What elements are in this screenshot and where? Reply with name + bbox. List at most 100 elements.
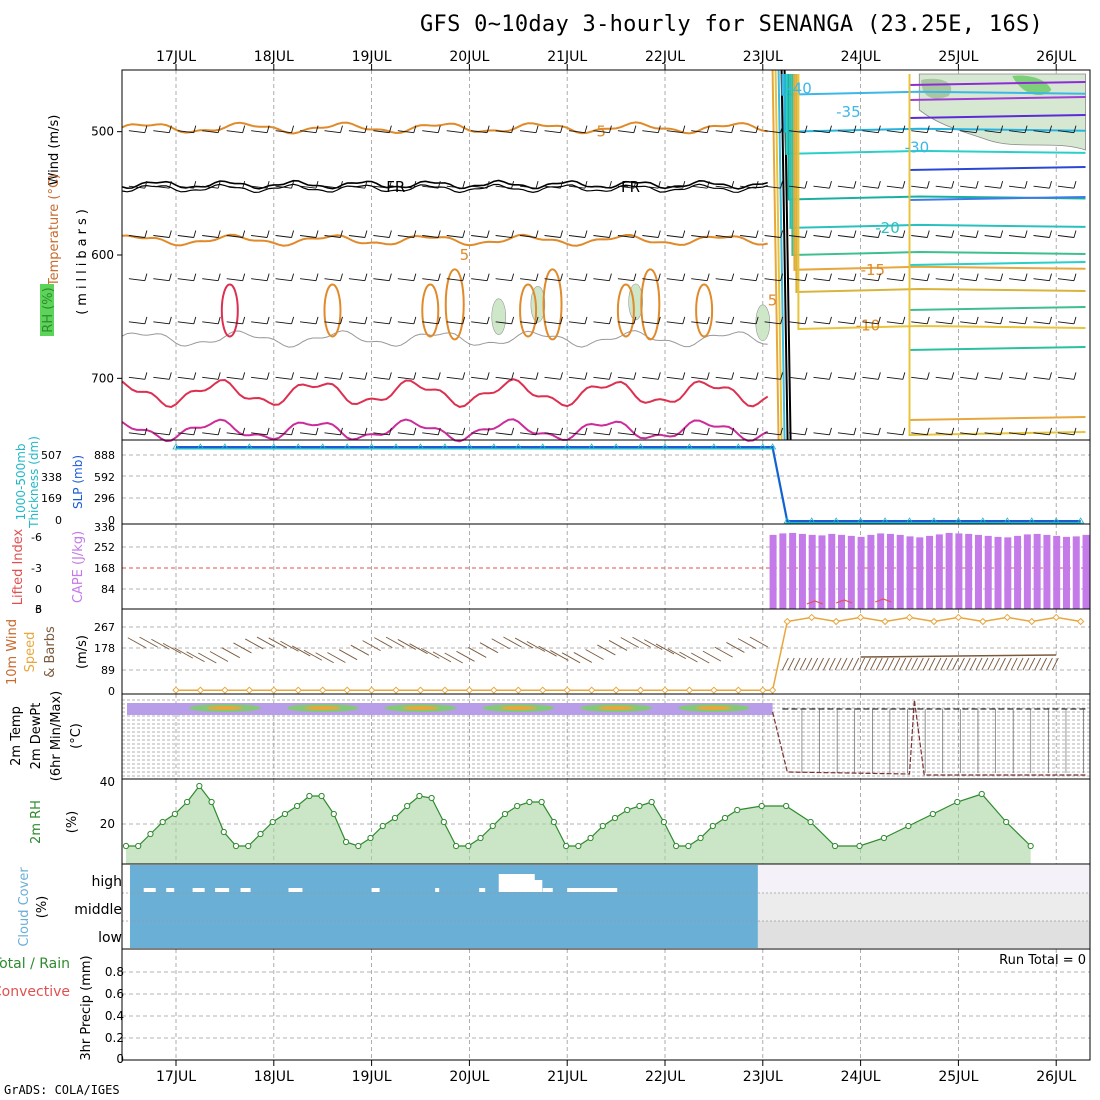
rh-shade [491, 298, 507, 335]
surface-wind-barb [151, 638, 170, 650]
warm-contour-loop [220, 283, 239, 338]
wind-barb [886, 321, 903, 325]
wind-barb [226, 185, 243, 189]
rh-marker [1003, 818, 1010, 826]
rh-marker [135, 842, 142, 850]
wind-barb-flag [266, 125, 270, 133]
warm-contour-loop [640, 268, 661, 341]
wind-barb-flag [1000, 230, 1004, 238]
wind-barb-flag [364, 181, 368, 189]
wind-barb-flag [144, 181, 148, 189]
wind-barb-flag [853, 181, 857, 189]
warm-contour-loop [542, 268, 563, 341]
freezing-line [121, 179, 768, 190]
surface-wind-barb [916, 657, 924, 671]
slp-line [176, 446, 1081, 522]
wind-barb-flag [1073, 181, 1077, 189]
wind-barb [202, 278, 219, 282]
rh-marker [599, 822, 606, 830]
surface-wind-barb [327, 652, 346, 663]
contour-label: 5 [768, 292, 778, 310]
wind-speed-marker [343, 686, 351, 694]
wind-barb [764, 376, 781, 380]
slp-tick: 592 [94, 471, 115, 484]
cape-bar [1062, 536, 1070, 609]
wind-barb [226, 432, 243, 436]
wind-barb [764, 235, 781, 238]
wind-barb [593, 130, 610, 134]
surface-wind-barb [1051, 657, 1059, 671]
rh-marker [611, 814, 619, 822]
wind-barb [202, 432, 219, 436]
wind-barb [666, 376, 683, 380]
wind-barb-flag [829, 181, 832, 189]
wind-barb-flag [608, 273, 612, 281]
wind-barb [471, 130, 488, 134]
top-date-label: 23JUL [743, 49, 783, 65]
wind-barb-flag [926, 427, 930, 435]
thickness-tick: 338 [41, 471, 62, 484]
wind-barb [642, 376, 659, 380]
wind-barb [984, 321, 1001, 325]
wind-barb-flag [608, 372, 612, 380]
temp-contour-5 [121, 121, 768, 135]
wind-barb [1057, 130, 1075, 134]
surface-wind-barb [726, 642, 745, 653]
ua-ytick-label: 700 [91, 371, 114, 385]
wind-barb [202, 376, 219, 380]
wind-barb-flag [951, 230, 955, 238]
wind-barb [324, 432, 341, 436]
slp-marker [441, 443, 449, 450]
wind-speed-marker [710, 686, 718, 694]
wind-barb [251, 130, 268, 134]
wind-barb-flag [266, 427, 270, 435]
wind-barb [1009, 321, 1026, 325]
wind-barb [446, 235, 463, 238]
wind-barb [324, 185, 341, 189]
wind-speed-marker [856, 613, 865, 622]
slp-marker [930, 517, 938, 524]
surface-wind-barb [899, 657, 907, 671]
wind-speed-marker [954, 613, 963, 622]
wind-barb-flag [804, 427, 808, 435]
wind-barb-flag [608, 316, 612, 324]
surface-wind-barb [198, 652, 217, 664]
wind-speed-marker [514, 686, 523, 694]
wind-barb [128, 376, 145, 380]
rh-marker [196, 782, 203, 790]
wind-barb [251, 278, 268, 282]
wind-speed-marker [905, 613, 914, 622]
wind-barb [788, 278, 806, 282]
surface-wind-barb [875, 657, 883, 671]
wind-barb-flag [902, 181, 906, 189]
contour-label: -10 [856, 316, 881, 334]
wind-barb-flag [437, 181, 441, 189]
wind-barb-flag [388, 427, 392, 435]
wind-barb [617, 321, 634, 325]
stability-frame [121, 523, 1091, 610]
wind-barb-flag [437, 316, 441, 324]
rh-marker [709, 822, 716, 830]
wind-barb [324, 321, 341, 325]
wind-barb-flag [535, 372, 539, 380]
surface-wind-barb [679, 651, 698, 663]
wind-frame [121, 608, 1091, 695]
cape-bar [935, 534, 943, 609]
wind-barb [202, 130, 219, 134]
wind-barb [397, 130, 414, 134]
surface-wind-barb [811, 657, 819, 671]
wind-barb [862, 376, 879, 380]
wind-barb-flag [1049, 427, 1052, 435]
surface-wind-barb [858, 657, 866, 671]
wind-barb-flag [780, 372, 784, 380]
top-date-label: 26JUL [1036, 49, 1076, 65]
slp-marker [465, 443, 474, 450]
cloud-high-gap [435, 888, 440, 892]
wind-barb [935, 432, 952, 436]
wind-barb [446, 130, 463, 134]
wind-speed-marker [1052, 613, 1060, 622]
rh-marker [575, 842, 582, 850]
wind-barb-flag [193, 273, 197, 281]
cold-contour-right [908, 74, 1086, 437]
li-tick: 6 [35, 603, 42, 616]
